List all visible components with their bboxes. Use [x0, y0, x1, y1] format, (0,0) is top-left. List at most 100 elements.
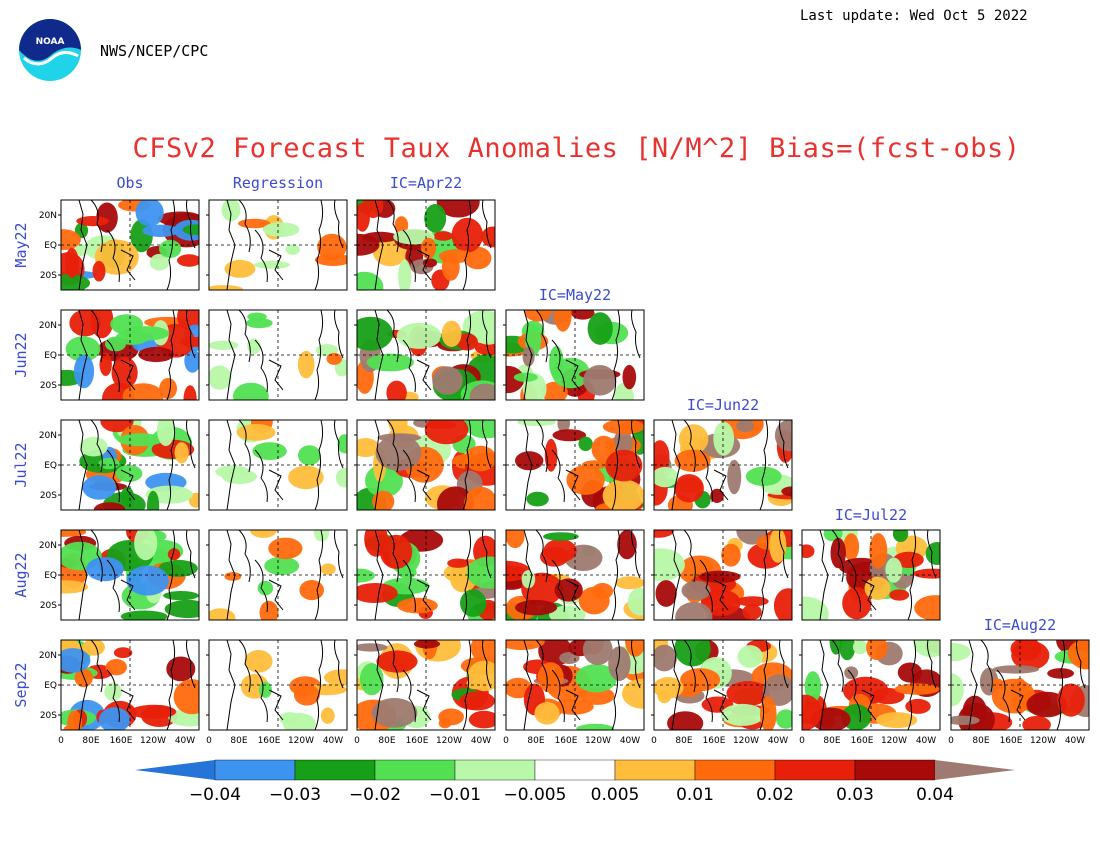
panel-Aug22-2 — [354, 529, 496, 621]
panel-Jul22-3 — [503, 419, 645, 511]
column-label: IC=Apr22 — [390, 174, 462, 192]
x-tick-label: 120W — [140, 736, 166, 746]
panel-Jul22-0 — [58, 419, 200, 511]
panel-Aug22-4 — [651, 529, 793, 621]
row-label: Aug22 — [12, 552, 30, 597]
row-label: Jul22 — [12, 442, 30, 487]
colorbar-right-arrow — [935, 760, 1015, 780]
x-tick-label: 80E — [82, 736, 99, 746]
x-tick-label: 40W — [175, 736, 195, 746]
panel-Jul22-4 — [651, 419, 793, 511]
x-tick-label: 80E — [823, 736, 840, 746]
y-tick-label: EQ — [44, 241, 57, 251]
panel-May22-2 — [354, 199, 496, 291]
x-tick-label: 40W — [323, 736, 343, 746]
x-tick-label: 160E — [258, 736, 281, 746]
x-tick-label: 0 — [503, 736, 509, 746]
y-tick-label: 20N — [39, 321, 57, 331]
x-tick-label: 160E — [851, 736, 874, 746]
y-tick-label: 20N — [39, 431, 57, 441]
y-tick-label: 20N — [39, 651, 57, 661]
panel-Aug22-0 — [58, 529, 200, 621]
x-tick-label: 40W — [1065, 736, 1085, 746]
colorbar-segment — [614, 759, 696, 781]
panel-Aug22-1 — [206, 529, 348, 621]
y-tick-label: 20S — [40, 271, 57, 281]
y-tick-label: 20S — [40, 491, 57, 501]
panel-Jun22-1 — [206, 309, 348, 401]
agency-label: NWS/NCEP/CPC — [100, 42, 209, 60]
panel-Aug22-3 — [503, 529, 645, 621]
y-tick-label: 20S — [40, 381, 57, 391]
colorbar-label: −0.02 — [349, 785, 401, 805]
x-tick-label: 120W — [733, 736, 759, 746]
panel-Jun22-2 — [354, 309, 496, 401]
x-tick-label: 40W — [916, 736, 936, 746]
panel-Sep22-1 — [206, 639, 348, 731]
panel-Jun22-3 — [503, 309, 645, 401]
colorbar-segment — [854, 759, 936, 781]
colorbar-segment — [774, 759, 856, 781]
chart-title: CFSv2 Forecast Taux Anomalies [N/M^2] Bi… — [132, 133, 1021, 164]
panel-Sep22-5 — [799, 639, 941, 731]
colorbar: −0.04 −0.03 −0.02 −0.01 −0.005 0.005 0.01 0.02 0… — [135, 759, 1015, 805]
colorbar-label: −0.005 — [504, 785, 567, 805]
x-tick-label: 160E — [555, 736, 578, 746]
x-tick-label: 120W — [585, 736, 611, 746]
colorbar-label: 0.01 — [676, 785, 714, 805]
panel-May22-1 — [206, 199, 348, 291]
x-tick-label: 0 — [354, 736, 360, 746]
panel-Sep22-2 — [354, 639, 496, 731]
x-tick-label: 120W — [881, 736, 907, 746]
x-tick-label: 0 — [948, 736, 954, 746]
x-tick-label: 0 — [58, 736, 64, 746]
panel-Sep22-0 — [58, 639, 200, 731]
colorbar-segment — [694, 759, 776, 781]
y-tick-label: 20N — [39, 211, 57, 221]
colorbar-segment — [214, 759, 296, 781]
y-tick-label: 20S — [40, 711, 57, 721]
colorbar-left-arrow — [135, 760, 215, 780]
colorbar-label: 0.04 — [916, 785, 954, 805]
x-tick-label: 0 — [206, 736, 212, 746]
panel-Sep22-6 — [948, 639, 1090, 731]
panel-Aug22-5 — [799, 529, 941, 621]
x-tick-label: 40W — [620, 736, 640, 746]
panel-Sep22-4 — [651, 639, 793, 731]
colorbar-label: 0.02 — [756, 785, 794, 805]
y-tick-label: EQ — [44, 461, 57, 471]
colorbar-label: 0.03 — [836, 785, 874, 805]
x-tick-label: 40W — [471, 736, 491, 746]
y-tick-label: 20S — [40, 601, 57, 611]
column-label: IC=May22 — [539, 286, 611, 304]
x-tick-label: 160E — [110, 736, 133, 746]
x-tick-label: 160E — [703, 736, 726, 746]
panel-Sep22-3 — [503, 639, 645, 731]
x-tick-label: 80E — [527, 736, 544, 746]
x-tick-label: 40W — [768, 736, 788, 746]
colorbar-label: −0.03 — [269, 785, 321, 805]
colorbar-segment — [534, 759, 616, 781]
colorbar-label: −0.04 — [189, 785, 241, 805]
logo-text: NOAA — [36, 37, 65, 47]
y-tick-label: 20N — [39, 541, 57, 551]
panel-May22-0 — [58, 199, 200, 291]
column-label: Regression — [233, 174, 323, 192]
column-label: IC=Aug22 — [984, 616, 1056, 634]
row-label: Jun22 — [12, 332, 30, 377]
x-tick-label: 120W — [1030, 736, 1056, 746]
panel-Jul22-2 — [354, 419, 496, 511]
last-update: Last update: Wed Oct 5 2022 — [800, 8, 1028, 24]
colorbar-segment — [374, 759, 456, 781]
x-tick-label: 80E — [972, 736, 989, 746]
y-tick-label: EQ — [44, 351, 57, 361]
y-tick-label: EQ — [44, 571, 57, 581]
x-tick-label: 120W — [436, 736, 462, 746]
colorbar-label: −0.01 — [429, 785, 481, 805]
colorbar-segment — [294, 759, 376, 781]
x-tick-label: 0 — [799, 736, 805, 746]
y-tick-label: EQ — [44, 681, 57, 691]
x-tick-label: 120W — [288, 736, 314, 746]
x-tick-label: 160E — [1000, 736, 1023, 746]
